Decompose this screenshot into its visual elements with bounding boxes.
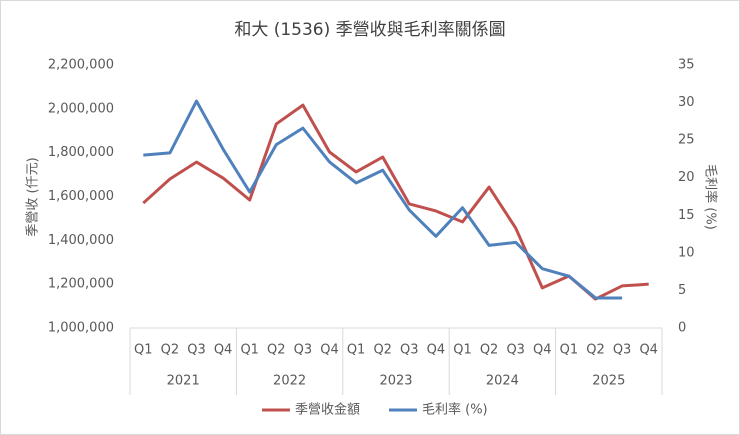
y-tick-label: 2,200,000 [48, 58, 114, 73]
y2-tick-label: 5 [678, 283, 686, 298]
x-tick-label: Q3 [506, 343, 525, 358]
x-group-label: 2023 [379, 374, 412, 389]
legend-label: 季營收金額 [295, 402, 360, 418]
x-tick-label: Q1 [240, 343, 259, 358]
x-tick-label: Q3 [187, 343, 206, 358]
x-group-label: 2024 [486, 374, 519, 389]
x-tick-label: Q2 [373, 343, 392, 358]
y2-tick-label: 30 [678, 95, 695, 110]
x-tick-label: Q4 [639, 343, 658, 358]
y-tick-label: 1,000,000 [48, 321, 114, 336]
x-tick-label: Q4 [320, 343, 339, 358]
legend-label: 毛利率 (%) [422, 402, 488, 418]
y-tick-label: 1,800,000 [48, 145, 114, 160]
series-line [142, 103, 649, 301]
x-tick-label: Q2 [480, 343, 499, 358]
y2-tick-label: 0 [678, 321, 686, 336]
x-tick-label: Q4 [533, 343, 552, 358]
y-tick-label: 1,200,000 [48, 277, 114, 292]
y2-axis-label: 毛利率 (%) [703, 164, 719, 230]
x-tick-label: Q3 [400, 343, 419, 358]
y2-tick-label: 25 [678, 133, 695, 148]
x-tick-label: Q1 [560, 343, 579, 358]
x-tick-label: Q3 [294, 343, 313, 358]
x-group-label: 2021 [167, 374, 200, 389]
x-tick-label: Q2 [586, 343, 605, 358]
y-axis-label: 季營收 (仟元) [26, 157, 41, 236]
x-group-label: 2025 [592, 374, 625, 389]
series-line [143, 99, 623, 300]
y2-tick-label: 20 [678, 170, 695, 185]
x-tick-label: Q1 [134, 343, 153, 358]
x-tick-label: Q2 [161, 343, 180, 358]
x-tick-label: Q1 [453, 343, 472, 358]
x-tick-label: Q2 [267, 343, 286, 358]
x-tick-label: Q1 [347, 343, 366, 358]
x-group-label: 2022 [273, 374, 306, 389]
y2-tick-label: 35 [678, 58, 695, 73]
y2-tick-label: 10 [678, 245, 695, 260]
x-tick-label: Q4 [214, 343, 233, 358]
x-tick-label: Q3 [613, 343, 632, 358]
y-tick-label: 1,400,000 [48, 233, 114, 248]
y-tick-label: 2,000,000 [48, 101, 114, 116]
chart-title: 和大 (1536) 季營收與毛利率關係圖 [234, 20, 505, 40]
y2-tick-label: 15 [678, 208, 695, 223]
y-tick-label: 1,600,000 [48, 189, 114, 204]
x-tick-label: Q4 [427, 343, 446, 358]
